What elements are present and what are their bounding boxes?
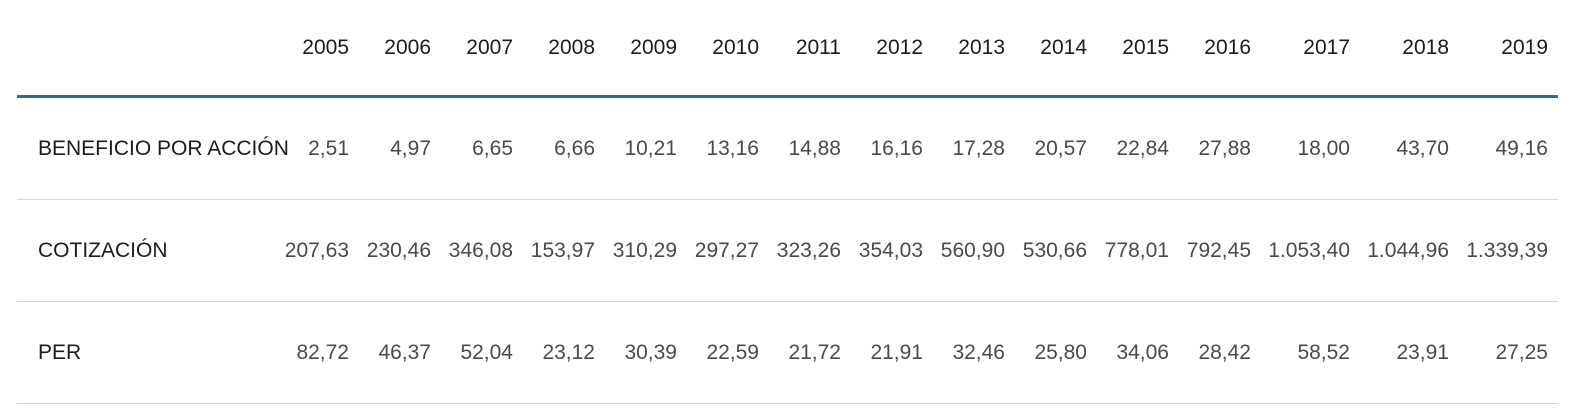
year-header-2017: 2017 [1251,0,1350,98]
value-cell: 560,90 [923,199,1005,302]
value-cell: 23,91 [1350,301,1449,404]
value-cell: 28,42 [1169,301,1251,404]
value-cell: 1.053,40 [1251,199,1350,302]
value-cell: 530,66 [1005,199,1087,302]
year-header-2012: 2012 [841,0,923,98]
row-label: COTIZACIÓN [17,199,267,302]
value-cell: 16,16 [841,96,923,200]
value-cell: 310,29 [595,199,677,302]
year-header-2010: 2010 [677,0,759,98]
value-cell: 34,06 [1087,301,1169,404]
value-cell: 49,16 [1449,96,1558,200]
value-cell: 14,88 [759,96,841,200]
value-cell: 22,84 [1087,96,1169,200]
value-cell: 207,63 [267,199,349,302]
table-row: BENEFICIO POR ACCIÓN 2,51 4,97 6,65 6,66 10,2… [17,96,1558,200]
value-cell: 23,12 [513,301,595,404]
value-cell: 2,51 [267,96,349,200]
value-cell: 22,59 [677,301,759,404]
table-row: PER 82,72 46,37 52,04 23,12 30,39 22,59 21,72 21… [17,301,1558,404]
year-header-2013: 2013 [923,0,1005,98]
value-cell: 58,52 [1251,301,1350,404]
year-header-2005: 2005 [267,0,349,98]
row-label: BENEFICIO POR ACCIÓN [17,96,289,200]
value-cell: 323,26 [759,199,841,302]
value-cell: 25,80 [1005,301,1087,404]
year-header-2008: 2008 [513,0,595,98]
value-cell: 4,97 [349,96,431,200]
value-cell: 792,45 [1169,199,1251,302]
value-cell: 346,08 [431,199,513,302]
table-row: COTIZACIÓN 207,63 230,46 346,08 153,97 310,29… [17,199,1558,302]
value-cell: 13,16 [677,96,759,200]
year-header-2007: 2007 [431,0,513,98]
value-cell: 6,66 [513,96,595,200]
year-header-2018: 2018 [1350,0,1449,98]
year-header-2006: 2006 [349,0,431,98]
value-cell: 354,03 [841,199,923,302]
header-row: 2005 2006 2007 2008 2009 2010 2011 2012 2013 2014… [17,0,1558,98]
value-cell: 43,70 [1350,96,1449,200]
years-table: 2005 2006 2007 2008 2009 2010 2011 2012 2013 2014… [17,0,1558,404]
value-cell: 6,65 [431,96,513,200]
value-cell: 18,00 [1251,96,1350,200]
value-cell: 52,04 [431,301,513,404]
year-header-2011: 2011 [759,0,841,98]
value-cell: 82,72 [267,301,349,404]
value-cell: 778,01 [1087,199,1169,302]
value-cell: 1.044,96 [1350,199,1449,302]
year-header-2009: 2009 [595,0,677,98]
value-cell: 297,27 [677,199,759,302]
value-cell: 21,91 [841,301,923,404]
year-header-2014: 2014 [1005,0,1087,98]
value-cell: 27,25 [1449,301,1558,404]
value-cell: 10,21 [595,96,677,200]
table-body: BENEFICIO POR ACCIÓN 2,51 4,97 6,65 6,66 10,2… [17,96,1558,404]
row-label: PER [17,301,267,404]
year-header-2019: 2019 [1449,0,1558,98]
corner-cell [17,0,267,98]
value-cell: 46,37 [349,301,431,404]
year-header-2015: 2015 [1087,0,1169,98]
value-cell: 153,97 [513,199,595,302]
value-cell: 32,46 [923,301,1005,404]
value-cell: 30,39 [595,301,677,404]
value-cell: 27,88 [1169,96,1251,200]
financial-data-table: 2005 2006 2007 2008 2009 2010 2011 2012 2013 2014… [17,0,1558,404]
value-cell: 20,57 [1005,96,1087,200]
year-header-2016: 2016 [1169,0,1251,98]
value-cell: 21,72 [759,301,841,404]
value-cell: 1.339,39 [1449,199,1558,302]
value-cell: 17,28 [923,96,1005,200]
value-cell: 230,46 [349,199,431,302]
